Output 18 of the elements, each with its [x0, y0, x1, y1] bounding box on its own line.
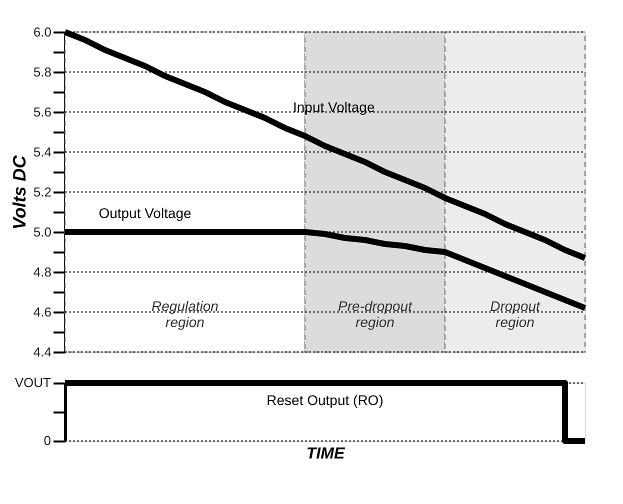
y-tick-label: 5.4 — [33, 144, 52, 160]
annotation: Pre-dropout region — [338, 298, 414, 330]
x-axis-title: TIME — [306, 446, 346, 462]
y-tick-label: 4.4 — [33, 344, 52, 360]
text: 0 — [44, 433, 51, 448]
y-tick-label: 4.8 — [33, 264, 52, 280]
text: VOUT — [14, 375, 52, 390]
annotation: Regulation region — [152, 298, 219, 330]
series-label: Output Voltage — [98, 205, 192, 221]
y-tick-label: 4.6 — [33, 304, 52, 320]
annotation: Dropout region — [490, 298, 542, 330]
y-tick-label: 5.8 — [33, 64, 52, 80]
y-tick-label: 5.2 — [33, 184, 52, 200]
y-tick-label: 6.0 — [33, 24, 52, 40]
y-axis-title: Volts DC — [9, 154, 30, 230]
y-tick-label: 5.0 — [33, 224, 52, 240]
y-tick-label: 5.6 — [33, 104, 52, 120]
series-label: Reset Output (RO) — [266, 392, 384, 408]
